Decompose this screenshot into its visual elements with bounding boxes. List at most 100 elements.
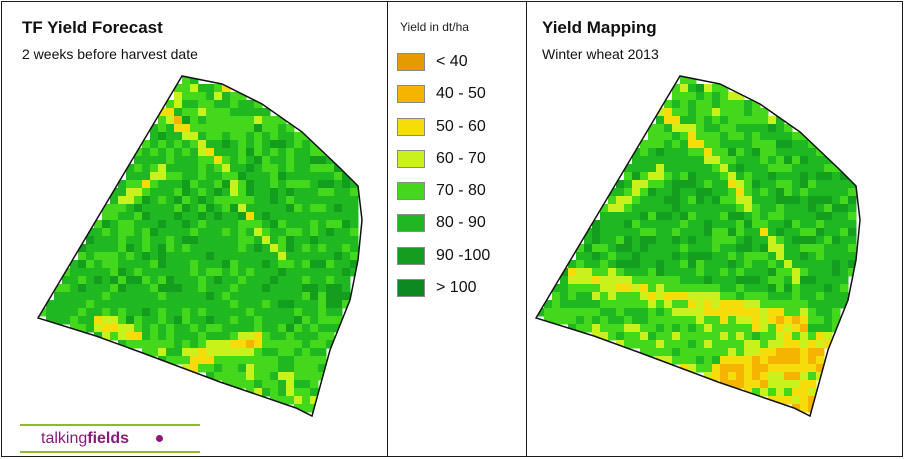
- yield-cell: [254, 108, 263, 117]
- yield-cell: [206, 372, 215, 381]
- yield-cell: [704, 268, 713, 277]
- yield-cell: [680, 188, 689, 197]
- yield-cell: [62, 292, 71, 301]
- yield-cell: [118, 308, 127, 317]
- yield-cell: [182, 260, 191, 269]
- yield-cell: [230, 340, 239, 349]
- yield-cell: [776, 188, 785, 197]
- legend-swatch: [397, 85, 425, 103]
- yield-cell: [672, 100, 681, 109]
- yield-cell: [230, 180, 239, 189]
- yield-cell: [720, 292, 729, 301]
- yield-cell: [688, 316, 697, 325]
- yield-cell: [326, 220, 335, 229]
- yield-cell: [334, 284, 343, 293]
- yield-cell: [278, 212, 287, 221]
- yield-cell: [294, 196, 303, 205]
- yield-cell: [816, 324, 825, 333]
- yield-cell: [736, 92, 745, 101]
- yield-cell: [262, 108, 271, 117]
- yield-cell: [752, 180, 761, 189]
- yield-cell: [270, 132, 279, 141]
- yield-cell: [262, 180, 271, 189]
- yield-cell: [350, 228, 359, 237]
- yield-cell: [848, 252, 857, 261]
- yield-cell: [664, 116, 673, 125]
- yield-cell: [744, 108, 753, 117]
- yield-cell: [776, 116, 785, 125]
- yield-cell: [110, 332, 119, 341]
- yield-cell: [824, 212, 833, 221]
- yield-cell: [182, 180, 191, 189]
- yield-cell: [560, 276, 569, 285]
- yield-cell: [568, 284, 577, 293]
- yield-cell: [712, 316, 721, 325]
- yield-cell: [126, 252, 135, 261]
- yield-cell: [118, 292, 127, 301]
- yield-cell: [166, 308, 175, 317]
- yield-cell: [270, 300, 279, 309]
- yield-cell: [616, 180, 625, 189]
- yield-cell: [712, 228, 721, 237]
- legend-item: 70 - 80: [397, 181, 486, 201]
- yield-cell: [182, 220, 191, 229]
- yield-cell: [824, 196, 833, 205]
- yield-cell: [334, 196, 343, 205]
- yield-cell: [198, 308, 207, 317]
- yield-cell: [158, 172, 167, 181]
- legend-swatch: [397, 279, 425, 297]
- yield-cell: [624, 284, 633, 293]
- legend-item: 50 - 60: [397, 117, 486, 137]
- yield-cell: [230, 100, 239, 109]
- yield-cell: [254, 292, 263, 301]
- yield-cell: [832, 228, 841, 237]
- yield-cell: [624, 196, 633, 205]
- yield-cell: [310, 348, 319, 357]
- yield-cell: [294, 220, 303, 229]
- yield-cell: [302, 196, 311, 205]
- yield-cell: [94, 244, 103, 253]
- yield-cell: [680, 140, 689, 149]
- yield-cell: [278, 236, 287, 245]
- yield-cell: [158, 132, 167, 141]
- yield-cell: [102, 252, 111, 261]
- yield-cell: [640, 308, 649, 317]
- yield-cell: [62, 308, 71, 317]
- yield-cell: [190, 212, 199, 221]
- yield-cell: [696, 188, 705, 197]
- yield-cell: [744, 236, 753, 245]
- yield-cell: [744, 220, 753, 229]
- yield-cell: [214, 204, 223, 213]
- yield-cell: [174, 100, 183, 109]
- yield-cell: [254, 164, 263, 173]
- yield-cell: [808, 284, 817, 293]
- yield-cell: [704, 348, 713, 357]
- yield-cell: [808, 364, 817, 373]
- yield-cell: [728, 164, 737, 173]
- yield-cell: [712, 332, 721, 341]
- yield-cell: [752, 308, 761, 317]
- yield-cell: [824, 332, 833, 341]
- yield-cell: [784, 132, 793, 141]
- yield-cell: [238, 324, 247, 333]
- yield-cell: [142, 252, 151, 261]
- yield-cell: [302, 212, 311, 221]
- yield-cell: [310, 364, 319, 373]
- legend-label: < 40: [436, 53, 468, 70]
- yield-cell: [190, 196, 199, 205]
- yield-cell: [166, 340, 175, 349]
- yield-cell: [278, 220, 287, 229]
- yield-cell: [198, 316, 207, 325]
- yield-cell: [302, 380, 311, 389]
- yield-cell: [736, 204, 745, 213]
- yield-cell: [342, 244, 351, 253]
- yield-cell: [584, 316, 593, 325]
- yield-cell: [150, 340, 159, 349]
- yield-cell: [704, 244, 713, 253]
- yield-cell: [552, 292, 561, 301]
- yield-cell: [720, 348, 729, 357]
- yield-cell: [318, 180, 327, 189]
- yield-cell: [736, 292, 745, 301]
- yield-cell: [800, 332, 809, 341]
- yield-cell: [86, 252, 95, 261]
